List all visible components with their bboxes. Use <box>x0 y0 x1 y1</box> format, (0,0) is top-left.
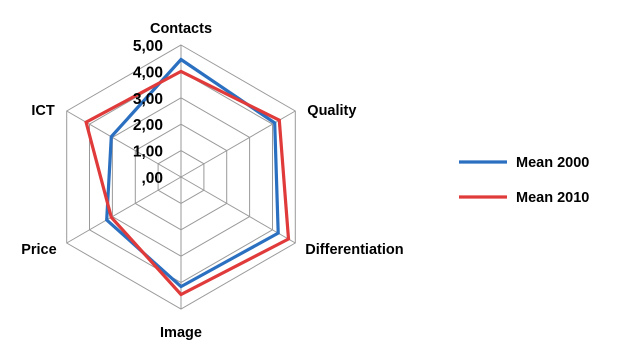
grid-spoke <box>180 110 296 178</box>
axis-label-image: Image <box>160 325 202 341</box>
axis-label-differentiation: Differentiation <box>305 242 403 258</box>
grid-spoke <box>66 176 182 244</box>
axis-label-price: Price <box>21 242 56 258</box>
tick-label: ,00 <box>141 170 163 187</box>
series-line-mean-2000 <box>105 57 280 289</box>
radar-series <box>84 57 291 297</box>
axis-label-contacts: Contacts <box>150 21 212 37</box>
axis-labels: Contacts Quality Differentiation Image Price… <box>21 21 403 341</box>
tick-label: 1,00 <box>133 144 163 161</box>
legend-label: Mean 2000 <box>516 155 589 171</box>
grid-spoke <box>180 176 296 244</box>
tick-label: 5,00 <box>133 38 163 55</box>
tick-label: 3,00 <box>133 91 163 108</box>
radial-tick-labels: ,00 1,00 2,00 3,00 4,00 5,00 <box>133 38 163 187</box>
radar-grid <box>66 44 296 310</box>
tick-label: 4,00 <box>133 64 163 81</box>
legend: Mean 2000 Mean 2010 <box>459 155 589 206</box>
axis-label-ict: ICT <box>31 103 55 119</box>
legend-label: Mean 2010 <box>516 190 589 206</box>
axis-label-quality: Quality <box>307 103 356 119</box>
series-line-mean-2010 <box>84 69 291 297</box>
tick-label: 2,00 <box>133 117 163 134</box>
